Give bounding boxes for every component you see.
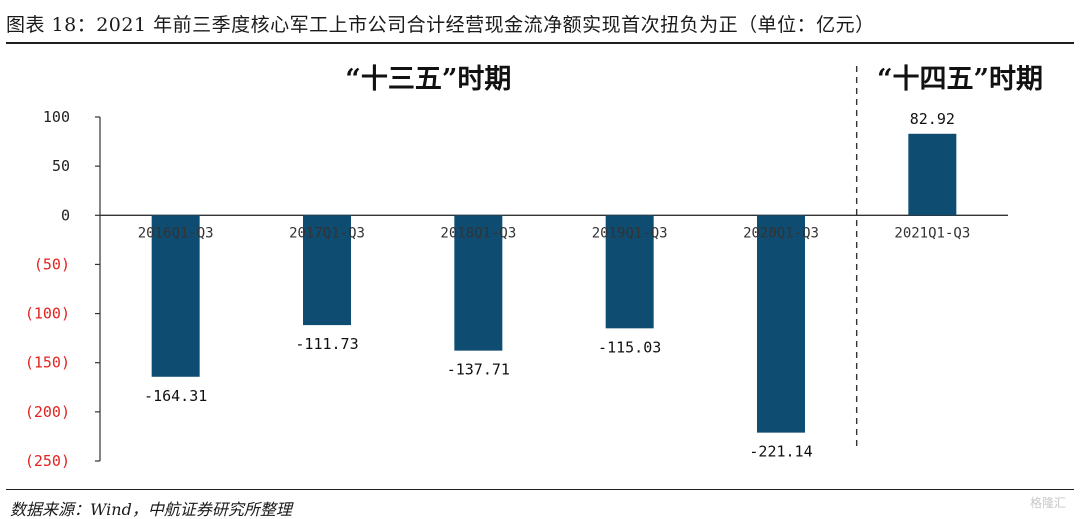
figure-header: 图表 18：2021 年前三季度核心军工上市公司合计经营现金流净额实现首次扭负为… (6, 8, 1074, 44)
bar-chart: 100 50 0 (50) (100) (150) (200) (250) 2016Q1-Q3 -… (25, 64, 1043, 470)
data-label: -115.03 (598, 338, 661, 356)
y-tick-label: (250) (25, 452, 70, 470)
bar (908, 133, 957, 216)
y-tick-label: (100) (25, 305, 70, 323)
period-label-13th: “十三五”时期 (345, 64, 511, 95)
bar (757, 215, 805, 433)
y-tick-label: 0 (61, 206, 70, 224)
bar (605, 215, 654, 329)
bar (151, 215, 200, 377)
source-note: 数据来源：Wind，中航证券研究所整理 (10, 500, 292, 519)
y-tick-label: 50 (52, 157, 70, 175)
watermark-logo: 格隆汇 (1029, 496, 1066, 510)
data-label: 82.92 (910, 110, 955, 128)
bar (303, 215, 351, 326)
data-label: -137.71 (447, 361, 510, 379)
x-category-label: 2019Q1-Q3 (592, 225, 668, 241)
data-label: -111.73 (295, 335, 358, 353)
y-tick-label: 100 (43, 108, 70, 126)
y-tick-label: (150) (25, 354, 70, 372)
y-tick-label: (200) (25, 403, 70, 421)
y-tick-label: (50) (34, 255, 70, 273)
x-category-label: 2020Q1-Q3 (743, 225, 819, 241)
x-category-label: 2021Q1-Q3 (894, 225, 970, 241)
bar (454, 215, 503, 351)
data-label: -221.14 (749, 443, 812, 461)
period-label-14th: “十四五”时期 (877, 64, 1043, 95)
figure-title: 图表 18：2021 年前三季度核心军工上市公司合计经营现金流净额实现首次扭负为… (6, 14, 875, 36)
x-category-label: 2016Q1-Q3 (138, 225, 214, 241)
x-category-label: 2018Q1-Q3 (440, 225, 516, 241)
chart-area: 100 50 0 (50) (100) (150) (200) (250) 2016Q1-Q3 -… (0, 44, 1080, 484)
data-label: -164.31 (144, 387, 207, 405)
x-category-label: 2017Q1-Q3 (289, 225, 365, 241)
figure-footer: 数据来源：Wind，中航证券研究所整理 格隆汇 (6, 489, 1074, 519)
